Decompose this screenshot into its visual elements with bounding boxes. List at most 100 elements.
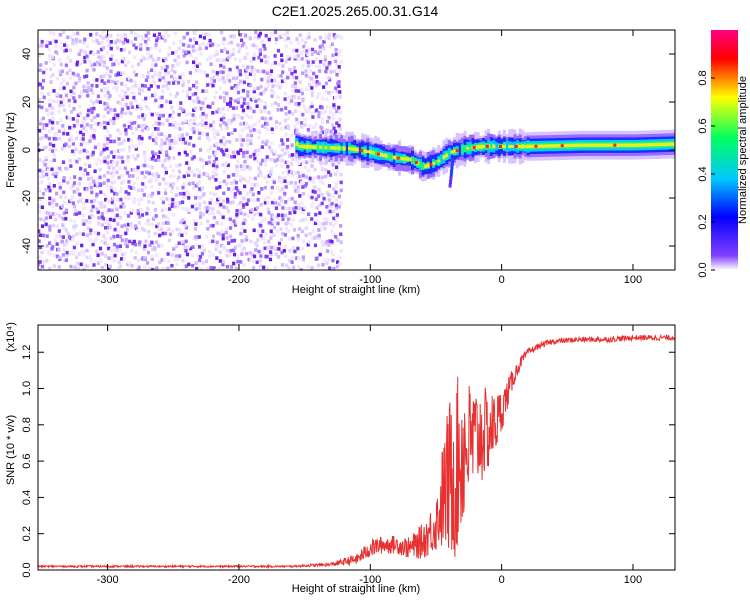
- spectrogram-cell: [146, 218, 150, 223]
- spectrogram-cell: [337, 80, 341, 84]
- spectrogram-cell: [242, 196, 246, 201]
- spectrogram-cell: [44, 187, 48, 192]
- spectrogram-cell: [239, 138, 243, 142]
- spectrogram-ridge-cell: [445, 153, 449, 157]
- spectrogram-cell: [246, 105, 250, 110]
- spectrogram-cell: [196, 254, 200, 258]
- spectrogram-cell: [90, 190, 94, 195]
- spectrogram-cell: [153, 208, 157, 212]
- spectrogram-cell: [78, 104, 82, 109]
- spectrogram-cell: [215, 186, 219, 190]
- spectrogram-cell: [187, 182, 191, 186]
- spectrogram-cell: [205, 89, 209, 94]
- spectrogram-cell: [91, 52, 95, 56]
- spectrogram-cell: [72, 181, 77, 185]
- spectrogram-cell: [38, 104, 41, 109]
- spectrogram-cell: [117, 260, 121, 264]
- spectrogram-cell: [121, 160, 125, 164]
- spectrogram-cell: [308, 232, 312, 236]
- spectrogram-cell: [183, 150, 187, 155]
- spectrogram-cell: [188, 71, 193, 75]
- spectrogram-cell: [93, 128, 97, 133]
- spectrogram-ridge-cell: [355, 148, 359, 152]
- spectrogram-cell: [184, 249, 188, 253]
- spectrogram-cell: [71, 41, 75, 46]
- x-tick-label: 0: [499, 274, 505, 286]
- spectrogram-cell: [190, 169, 194, 173]
- spectrogram-cell: [334, 59, 338, 64]
- spectrogram-cell: [242, 163, 246, 168]
- spectrogram-cell: [171, 146, 175, 150]
- colorbar-tick-label: 0.0: [697, 262, 709, 277]
- spectrogram-cell: [102, 181, 106, 185]
- spectrogram-cell: [270, 88, 274, 93]
- spectrogram-cell: [292, 185, 297, 189]
- spectrogram-cell: [331, 122, 335, 127]
- spectrogram-cell: [66, 231, 70, 236]
- spectrogram-cell: [287, 56, 291, 61]
- spectrogram-cell: [162, 34, 166, 38]
- spectrogram-cell: [77, 182, 81, 186]
- spectrogram-cell: [324, 174, 328, 179]
- spectrogram-cell: [113, 108, 117, 112]
- spectrogram-cell: [304, 217, 308, 222]
- spectrogram-cell: [310, 52, 314, 56]
- spectrogram-cell: [95, 84, 99, 88]
- spectrogram-cell: [52, 99, 56, 103]
- spectrogram-cell: [233, 195, 237, 199]
- spectrogram-cell: [71, 117, 75, 121]
- spectrogram-cell: [48, 129, 52, 134]
- spectrogram-cell: [270, 130, 274, 134]
- spectrogram-cell: [205, 206, 209, 210]
- spectrogram-cell: [198, 195, 202, 200]
- spectrogram-cell: [66, 132, 70, 136]
- spectrogram-cell: [321, 175, 325, 180]
- spectrogram-cell: [177, 175, 181, 180]
- spectrogram-cell: [137, 124, 141, 129]
- spectrogram-cell: [244, 178, 248, 183]
- spectrogram-cell: [58, 181, 62, 186]
- spectrogram-cell: [146, 31, 150, 35]
- spectrogram-cell: [82, 222, 86, 226]
- snr-multiplier: (x10⁴): [5, 322, 17, 352]
- spectrogram-cell: [260, 99, 264, 103]
- spectrogram-cell: [64, 208, 69, 213]
- spectrogram-cell: [119, 101, 123, 106]
- spectrogram-cell: [280, 263, 285, 267]
- spectrogram-cell: [178, 169, 182, 174]
- spectrogram-cell: [101, 268, 106, 270]
- spectrogram-cell: [255, 183, 259, 188]
- spectrogram-cell: [120, 114, 124, 119]
- spectrogram-cell: [72, 234, 76, 239]
- spectrogram-cell: [198, 215, 203, 219]
- spectrogram-cell: [335, 62, 339, 67]
- spectrogram-cell: [139, 43, 143, 47]
- spectrogram-cell: [260, 69, 264, 73]
- spectrogram-ridge-cell: [579, 143, 583, 147]
- spectrogram-cell: [339, 188, 343, 193]
- spectrogram-cell: [303, 184, 307, 188]
- spectrogram-cell: [59, 215, 63, 220]
- spectrogram-cell: [304, 73, 308, 78]
- spectrogram-ridge-cell: [400, 156, 404, 161]
- spectrogram-cell: [105, 217, 109, 222]
- spectrogram-cell: [274, 163, 278, 168]
- spectrogram-cell: [158, 75, 162, 79]
- spectrogram-cell: [193, 30, 197, 35]
- spectrogram-cell: [195, 266, 199, 270]
- spectrogram-cell: [274, 247, 278, 251]
- spectrogram-cell: [271, 271, 274, 275]
- spectrogram-cell: [293, 171, 297, 175]
- spectrogram-cell: [334, 34, 338, 39]
- spectrogram-cell: [144, 221, 149, 226]
- spectrogram-cell: [197, 174, 201, 178]
- spectrogram-cell: [106, 110, 110, 115]
- spectrogram-cell: [182, 79, 186, 84]
- spectrogram-cell: [301, 255, 305, 259]
- spectrogram-cell: [273, 159, 277, 163]
- spectrogram-cell: [204, 125, 208, 129]
- spectrogram-cell: [174, 50, 178, 54]
- spectrogram-cell: [321, 181, 325, 185]
- spectrogram-cell: [270, 103, 274, 107]
- spectrogram-cell: [137, 91, 142, 96]
